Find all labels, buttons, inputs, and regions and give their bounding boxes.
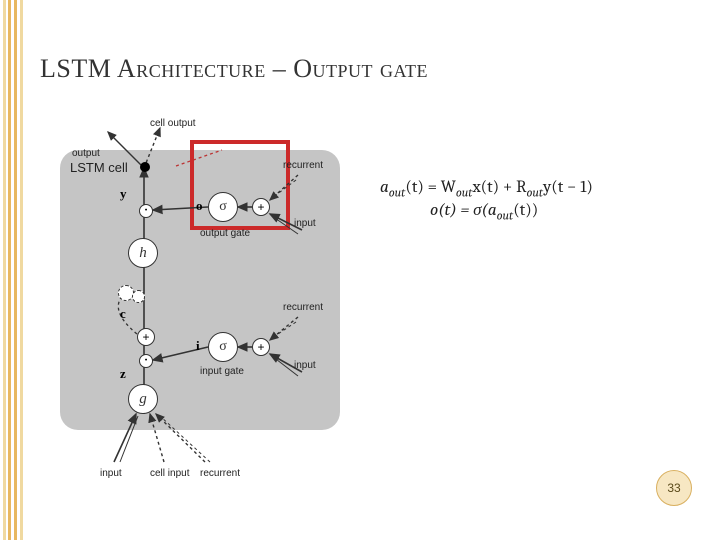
formula-line-1: aout(t) = Woutx(t) + Routy(t − 1) bbox=[380, 178, 593, 200]
formula-seg-3: y(t − 1) bbox=[543, 178, 593, 197]
formula-sub-out4: out bbox=[497, 209, 514, 223]
node-g: g bbox=[128, 384, 158, 414]
node-plus-o: + bbox=[252, 198, 270, 216]
label-output: output bbox=[72, 148, 100, 159]
label-input-o: input bbox=[294, 218, 316, 229]
page-number: 33 bbox=[667, 481, 680, 495]
title-text-1: LSTM A bbox=[40, 54, 136, 83]
title-text-4: utput gate bbox=[312, 54, 428, 83]
label-i: i bbox=[196, 338, 200, 354]
formula-seg-1: (t) = W bbox=[405, 178, 456, 197]
label-recurrent-o: recurrent bbox=[283, 160, 323, 171]
title-text-3: – O bbox=[266, 54, 313, 83]
label-input-bottom: input bbox=[100, 468, 122, 479]
label-c: c bbox=[120, 306, 126, 322]
stripe-4 bbox=[20, 0, 23, 540]
node-h: h bbox=[128, 238, 158, 268]
node-dot-zi bbox=[139, 354, 153, 368]
node-dot-yo bbox=[139, 204, 153, 218]
label-z: z bbox=[120, 366, 126, 382]
label-recurrent-bottom: recurrent bbox=[200, 468, 240, 479]
stripe-2 bbox=[8, 0, 11, 540]
stripe-1 bbox=[3, 0, 6, 540]
label-output-gate: output gate bbox=[200, 228, 250, 239]
node-sigma-input: σ bbox=[208, 332, 238, 362]
lstm-cell-label: LSTM cell bbox=[70, 160, 128, 175]
formula-sub-out2: out bbox=[456, 186, 473, 200]
page-number-badge: 33 bbox=[656, 470, 692, 506]
formula-line-2: o(t) = σ(aout(t)) bbox=[430, 200, 538, 223]
label-recurrent-i: recurrent bbox=[283, 302, 323, 313]
node-plus-i: + bbox=[252, 338, 270, 356]
label-input-gate: input gate bbox=[200, 366, 244, 377]
formula-o: o(t) = σ(a bbox=[430, 201, 497, 220]
label-cell-input: cell input bbox=[150, 468, 189, 479]
label-input-i: input bbox=[294, 360, 316, 371]
label-y: y bbox=[120, 186, 127, 202]
stripe-3 bbox=[14, 0, 17, 540]
label-cell-output: cell output bbox=[150, 118, 196, 129]
label-o: o bbox=[196, 198, 203, 214]
node-dashed-c2 bbox=[132, 290, 145, 303]
slide-title: LSTM Architecture – Output gate bbox=[40, 54, 428, 84]
formula-sub-out3: out bbox=[527, 186, 544, 200]
formula-sub-out1: out bbox=[389, 186, 406, 200]
formula-seg-2: x(t) + R bbox=[472, 178, 526, 197]
title-text-2: rchitecture bbox=[136, 54, 266, 83]
formula-seg-4: (t)) bbox=[513, 201, 538, 220]
node-output-merge bbox=[140, 162, 150, 172]
node-sigma-output: σ bbox=[208, 192, 238, 222]
node-plus-c: + bbox=[137, 328, 155, 346]
formula-a: a bbox=[380, 178, 389, 197]
output-gate-highlight bbox=[190, 140, 290, 230]
